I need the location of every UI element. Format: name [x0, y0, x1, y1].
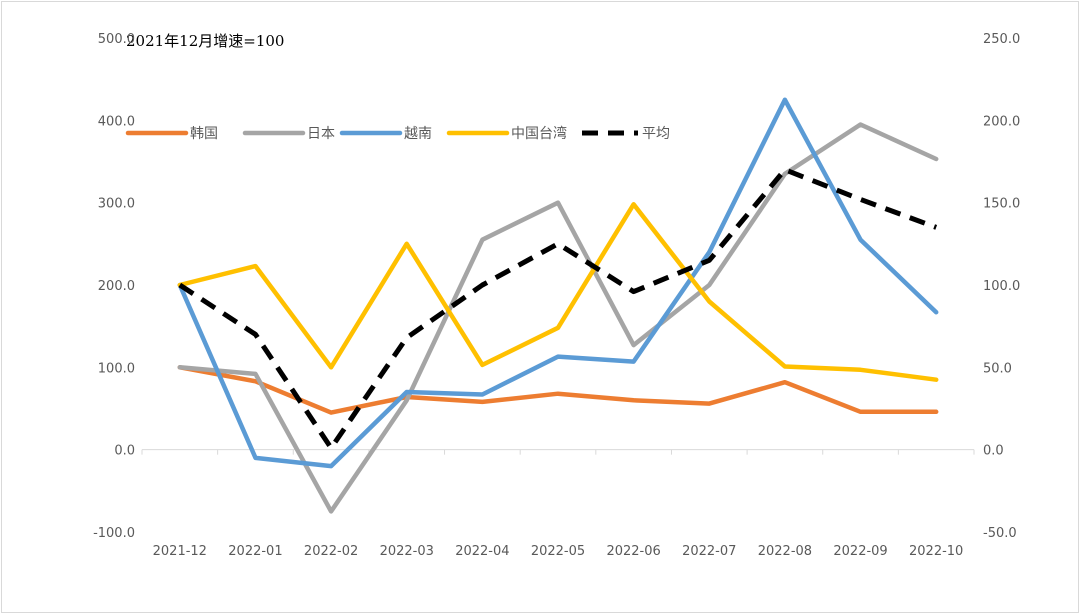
series-line-平均 — [178, 167, 938, 451]
series-line-越南 — [177, 97, 939, 469]
x-tick-label: 2022-07 — [682, 544, 736, 559]
x-tick-label: 2022-03 — [380, 544, 434, 559]
series-line-中国台湾 — [177, 202, 939, 382]
legend-label-平均: 平均 — [642, 126, 670, 142]
y-left-tick-label: 300.0 — [98, 197, 135, 212]
legend-label-中国台湾: 中国台湾 — [511, 125, 567, 142]
axes: 2021-12 2022-01 2022-02 2022-03 2022-04 2022-… — [93, 32, 1020, 559]
y-left-tick-label: 0.0 — [114, 444, 135, 459]
y-right-tick-label: 100.0 — [983, 279, 1020, 294]
y-right-tick-label: 50.0 — [983, 361, 1012, 376]
x-tick-label: 2022-02 — [304, 544, 358, 559]
y-right-tick-label: -50.0 — [983, 526, 1017, 541]
x-tick-label: 2022-04 — [455, 544, 509, 559]
x-tick-label: 2022-10 — [909, 544, 963, 559]
x-tick-label: 2022-05 — [531, 544, 585, 559]
chart-note: 2021年12月增速=100 — [126, 32, 284, 50]
legend-label-越南: 越南 — [404, 126, 432, 142]
legend-label-日本: 日本 — [307, 126, 335, 142]
y-right-tick-label: 0.0 — [983, 444, 1004, 459]
x-tick-label: 2022-01 — [228, 544, 282, 559]
x-tick-label: 2022-09 — [833, 544, 887, 559]
x-tick-label: 2021-12 — [153, 544, 207, 559]
series-lines — [177, 97, 939, 514]
y-right-tick-label: 150.0 — [983, 197, 1020, 212]
y-right-tick-label: 250.0 — [983, 32, 1020, 47]
y-left-tick-label: 200.0 — [98, 279, 135, 294]
x-tick-label: 2022-08 — [758, 544, 812, 559]
legend-label-韩国: 韩国 — [190, 126, 218, 142]
series-line-韩国 — [177, 365, 939, 415]
y-right-tick-label: 200.0 — [983, 114, 1020, 129]
y-left-tick-label: 400.0 — [98, 114, 135, 129]
legend: 韩国 日本 越南 中国台湾 平均 — [125, 125, 670, 142]
y-left-tick-label: 500.0 — [98, 32, 135, 47]
y-left-tick-label: 100.0 — [98, 361, 135, 376]
x-tick-label: 2022-06 — [606, 544, 660, 559]
y-left-tick-label: -100.0 — [93, 526, 135, 541]
